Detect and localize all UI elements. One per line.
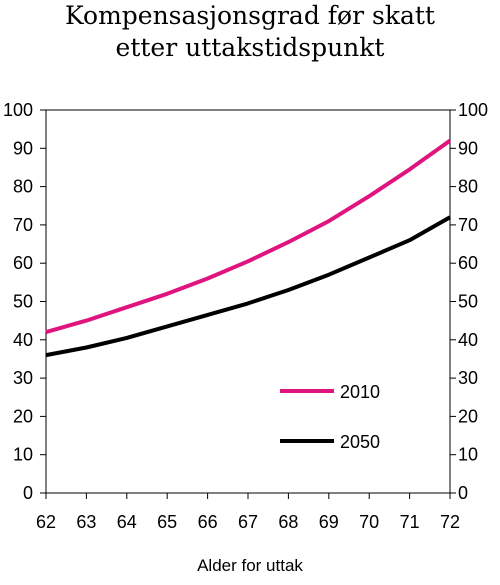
- series-line-2050: [45, 215, 451, 358]
- series-line-2010: [45, 138, 452, 335]
- y-tick-label-left: 0: [23, 483, 33, 503]
- x-tick-label: 66: [198, 512, 218, 532]
- y-tick-label-right: 70: [458, 215, 478, 235]
- x-tick-label: 65: [157, 512, 177, 532]
- y-tick-label-right: 0: [458, 483, 468, 503]
- chart-title-line-1: Kompensasjonsgrad før skatt: [65, 1, 435, 30]
- x-tick-label: 68: [278, 512, 298, 532]
- y-tick-label-left: 80: [13, 177, 33, 197]
- x-tick-label: 70: [359, 512, 379, 532]
- y-tick-label-left: 100: [3, 100, 33, 120]
- x-tick-label: 62: [36, 512, 56, 532]
- y-tick-label-right: 20: [458, 406, 478, 426]
- legend-label-2050: 2050: [340, 432, 380, 452]
- y-tick-label-left: 30: [13, 368, 33, 388]
- x-tick-label: 67: [238, 512, 258, 532]
- x-tick-label: 63: [76, 512, 96, 532]
- y-tick-label-left: 20: [13, 406, 33, 426]
- y-tick-label-left: 60: [13, 253, 33, 273]
- y-tick-label-right: 60: [458, 253, 478, 273]
- y-tick-label-left: 70: [13, 215, 33, 235]
- y-tick-label-left: 40: [13, 330, 33, 350]
- y-tick-label-left: 90: [13, 138, 33, 158]
- y-tick-label-right: 80: [458, 177, 478, 197]
- y-tick-label-right: 50: [458, 292, 478, 312]
- x-tick-label: 69: [319, 512, 339, 532]
- x-tick-label: 72: [440, 512, 460, 532]
- x-axis-label: Alder for uttak: [197, 556, 303, 575]
- y-tick-label-right: 30: [458, 368, 478, 388]
- chart-title-line-2: etter uttakstidspunkt: [115, 33, 385, 62]
- y-tick-label-left: 10: [13, 445, 33, 465]
- y-tick-label-right: 10: [458, 445, 478, 465]
- y-tick-label-right: 90: [458, 138, 478, 158]
- legend-label-2010: 2010: [340, 382, 380, 402]
- x-tick-label: 64: [117, 512, 137, 532]
- y-tick-label-right: 40: [458, 330, 478, 350]
- x-tick-label: 71: [400, 512, 420, 532]
- y-tick-label-left: 50: [13, 292, 33, 312]
- y-tick-label-right: 100: [458, 100, 488, 120]
